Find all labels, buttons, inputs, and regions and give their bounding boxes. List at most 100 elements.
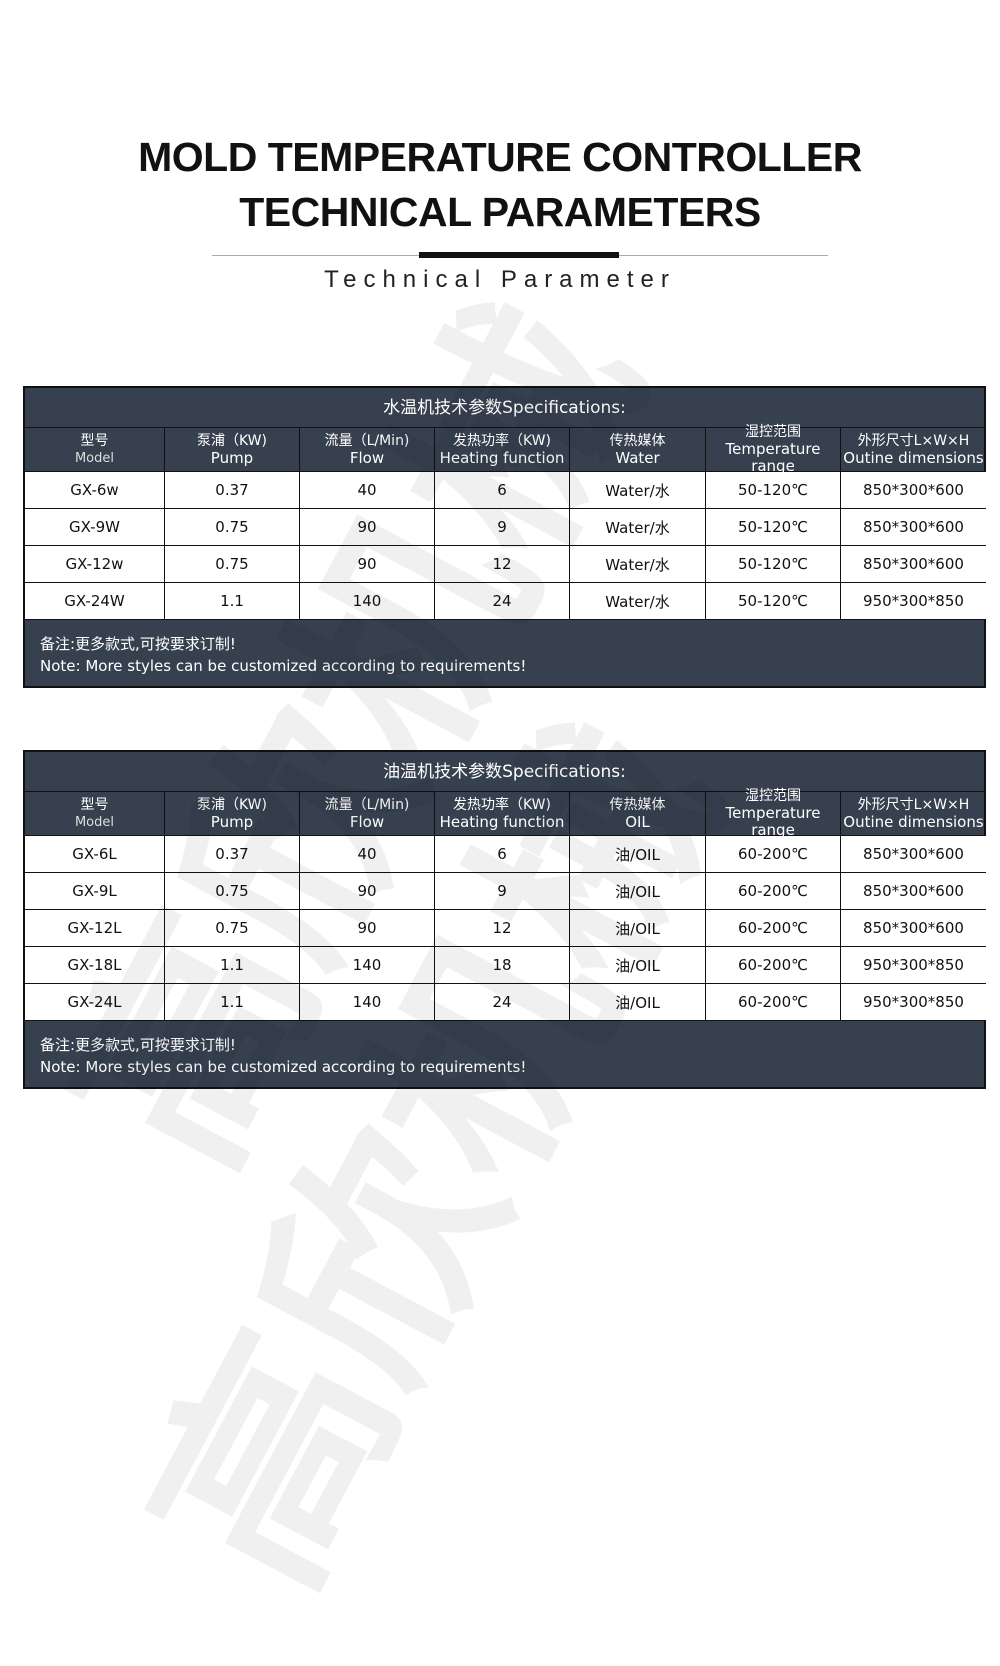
table-cell: 40 [300, 472, 435, 509]
column-header: 泵浦（KW) Pump [165, 428, 300, 472]
header-cn: 外形尺寸L×W×H [857, 796, 970, 813]
header-cn: 型号 [80, 432, 109, 449]
header-en: Temperature range [725, 440, 821, 475]
table-header: 型号 Model 泵浦（KW) Pump 流量（L/Min) Flow 发热功率（KW) He… [25, 788, 986, 839]
header-en: Pump [210, 812, 254, 831]
page-title: MOLD TEMPERATURE CONTROLLER TECHNICAL PAR… [138, 134, 862, 235]
table-cell: 1.1 [165, 583, 300, 620]
header-cn: 传热媒体 [609, 432, 666, 449]
column-header: 型号 Model [25, 428, 165, 472]
note-cn: 备注:更多款式,可按要求订制! [40, 635, 236, 653]
table-cell: 24 [435, 583, 570, 620]
table-cell: GX-6w [25, 472, 165, 509]
table-row: GX-9W 0.75 90 9 Water/水 50-120℃ 850*300*600 [25, 509, 986, 546]
table-cell: 60-200℃ [706, 873, 841, 910]
header-en: Temperature range [725, 804, 821, 839]
table-cell: 油/OIL [570, 873, 706, 910]
table-row: GX-24L 1.1 140 24 油/OIL 60-200℃ 950*300*850 [25, 984, 986, 1021]
table-cell: 9 [435, 873, 570, 910]
page-subtitle: Technical Parameter [324, 266, 676, 293]
table-cell: 0.75 [165, 509, 300, 546]
table-cell: 850*300*600 [841, 836, 986, 873]
column-header: 发热功率（KW) Heating function [435, 428, 570, 472]
header-cn: 湿控范围 [745, 424, 801, 440]
table-cell: 6 [435, 836, 570, 873]
header-en: Heating function [439, 812, 565, 831]
table-cell: 24 [435, 984, 570, 1021]
header-cn: 泵浦（KW) [197, 432, 267, 449]
column-header: 泵浦（KW) Pump [165, 792, 300, 836]
table-cell: 950*300*850 [841, 583, 986, 620]
header-en: Model [74, 450, 115, 466]
table-cell: 6 [435, 472, 570, 509]
table-cell: 90 [300, 910, 435, 947]
header-cn: 泵浦（KW) [197, 796, 267, 813]
header-en: Heating function [439, 448, 565, 467]
note-cn: 备注:更多款式,可按要求订制! [40, 1036, 236, 1054]
table-cell: 140 [300, 984, 435, 1021]
table-cell: 140 [300, 583, 435, 620]
table-cell: 1.1 [165, 984, 300, 1021]
table-cell: 0.75 [165, 873, 300, 910]
table-cell: 950*300*850 [841, 947, 986, 984]
table-cell: 油/OIL [570, 947, 706, 984]
header-en: Water [615, 448, 660, 467]
table-cell: GX-6L [25, 836, 165, 873]
table-header: 型号 Model 泵浦（KW) Pump 流量（L/Min) Flow 发热功率（KW) He… [25, 424, 986, 475]
table-row: GX-12w 0.75 90 12 Water/水 50-120℃ 850*300*600 [25, 546, 986, 583]
table-cell: 1.1 [165, 947, 300, 984]
table-cell: 60-200℃ [706, 947, 841, 984]
column-header: 流量（L/Min) Flow [300, 792, 435, 836]
column-header: 外形尺寸L×W×H Outine dimensions [841, 428, 986, 472]
column-header: 传热媒体 OIL [570, 792, 706, 836]
table-cell: 850*300*600 [841, 910, 986, 947]
header-cn: 型号 [80, 796, 109, 813]
table-cell: Water/水 [570, 472, 706, 509]
table-cell: 0.37 [165, 472, 300, 509]
header-cn: 湿控范围 [745, 788, 801, 804]
header-en: Outine dimensions [843, 812, 984, 831]
table-cell: 0.37 [165, 836, 300, 873]
table-note: 备注:更多款式,可按要求订制! Note: More styles can be … [25, 1021, 984, 1087]
table-cell: 12 [435, 546, 570, 583]
table-cell: 60-200℃ [706, 910, 841, 947]
table-cell: 50-120℃ [706, 472, 841, 509]
header-cn: 传热媒体 [609, 796, 666, 813]
header-en: Flow [349, 812, 385, 831]
table-cell: Water/水 [570, 583, 706, 620]
table-cell: 12 [435, 910, 570, 947]
note-en: Note: More styles can be customized acco… [40, 1058, 527, 1076]
table-cell: 9 [435, 509, 570, 546]
divider-accent [419, 252, 619, 258]
header-cn: 流量（L/Min) [324, 796, 410, 813]
table-cell: GX-12L [25, 910, 165, 947]
table-cell: 0.75 [165, 910, 300, 947]
table-cell: 18 [435, 947, 570, 984]
table-row: GX-9L 0.75 90 9 油/OIL 60-200℃ 850*300*600 [25, 873, 986, 910]
column-header: 湿控范围 Temperature range [706, 424, 841, 475]
column-header: 传热媒体 Water [570, 428, 706, 472]
table-cell: GX-18L [25, 947, 165, 984]
watermark: 高欣机械 [24, 267, 693, 1206]
table-cell: 50-120℃ [706, 583, 841, 620]
table-cell: 40 [300, 836, 435, 873]
column-header: 外形尺寸L×W×H Outine dimensions [841, 792, 986, 836]
table-cell: 油/OIL [570, 984, 706, 1021]
table-cell: 850*300*600 [841, 472, 986, 509]
header-en: Pump [210, 448, 254, 467]
column-header: 发热功率（KW) Heating function [435, 792, 570, 836]
table-cell: Water/水 [570, 509, 706, 546]
table-cell: GX-9W [25, 509, 165, 546]
column-header: 湿控范围 Temperature range [706, 788, 841, 839]
table-title: 油温机技术参数Specifications: [25, 752, 984, 792]
table-cell: 60-200℃ [706, 836, 841, 873]
table-cell: GX-24W [25, 583, 165, 620]
header-cn: 发热功率（KW) [453, 796, 551, 813]
table-cell: GX-9L [25, 873, 165, 910]
table-cell: 140 [300, 947, 435, 984]
table-row: GX-24W 1.1 140 24 Water/水 50-120℃ 950*300*850 [25, 583, 986, 620]
table-cell: GX-12w [25, 546, 165, 583]
header-cn: 流量（L/Min) [324, 432, 410, 449]
table-cell: Water/水 [570, 546, 706, 583]
table-cell: 60-200℃ [706, 984, 841, 1021]
